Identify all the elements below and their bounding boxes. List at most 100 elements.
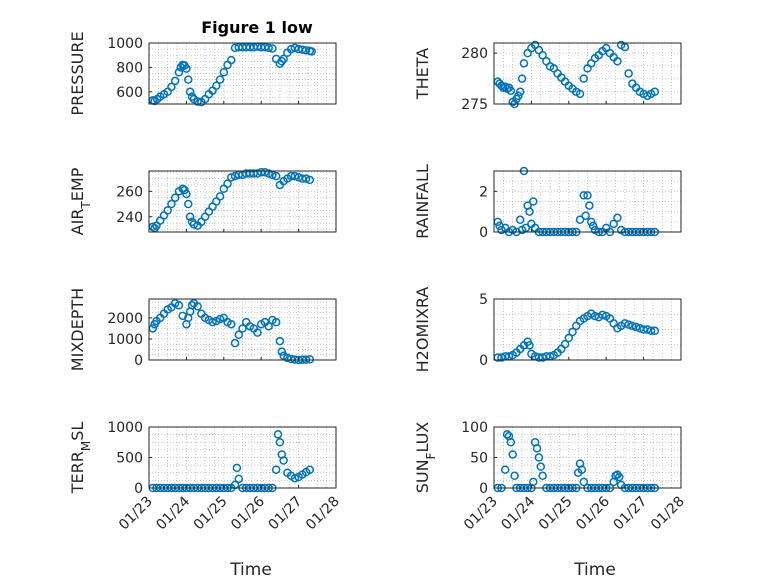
data-point (609, 219, 618, 229)
axes-box (148, 42, 337, 105)
data-point (268, 44, 277, 53)
data-point (167, 199, 176, 209)
data-point (305, 465, 315, 474)
y-tick-label: 0 (479, 481, 488, 497)
data-point (163, 206, 172, 215)
series-pressure (148, 42, 316, 107)
data-point (185, 87, 195, 97)
data-point (290, 171, 300, 181)
data-point (273, 430, 283, 439)
data-point (568, 327, 577, 337)
y-tick-label: 1000 (107, 36, 143, 52)
data-point (230, 338, 240, 348)
data-point (264, 322, 273, 331)
data-point (193, 302, 202, 311)
data-point (581, 211, 590, 220)
data-point (624, 320, 633, 329)
data-point (227, 55, 236, 65)
data-point (508, 450, 517, 459)
axes-box (148, 298, 337, 361)
y-tick-label: 240 (116, 210, 143, 226)
panel-rainfall: 0 2 RAINFALL (413, 164, 682, 241)
ylabel: THETA (413, 48, 432, 100)
y-tick-label: 1000 (107, 420, 143, 436)
y-tick-label: 500 (116, 451, 143, 467)
y-tick-label: 2 (479, 184, 488, 200)
series-air_temp (148, 168, 315, 233)
data-point (585, 201, 594, 210)
y-tick-label: 2000 (107, 311, 143, 327)
data-point (193, 97, 202, 106)
y-tick-label: 0 (479, 353, 488, 369)
data-point (307, 47, 316, 56)
data-point (536, 462, 545, 471)
data-point (586, 217, 596, 227)
ylabel: AIRTEMP (68, 167, 93, 235)
panel-theta: 275 280 THETA (413, 40, 682, 113)
data-point (279, 54, 288, 64)
data-point (253, 328, 262, 337)
xlabel-left: Time (229, 560, 272, 580)
data-point (167, 82, 176, 92)
data-point (620, 42, 630, 52)
data-point (189, 220, 199, 229)
ylabel: SUNFLUX (413, 422, 438, 494)
data-point (305, 175, 315, 185)
data-point (290, 43, 300, 53)
data-point (615, 472, 624, 482)
data-point (564, 333, 574, 343)
data-point (515, 87, 525, 97)
axes-box (493, 170, 682, 233)
data-point (521, 223, 531, 233)
data-point (212, 81, 221, 90)
data-point (215, 75, 225, 84)
data-point (232, 463, 242, 473)
data-point (529, 477, 538, 487)
data-point (613, 57, 622, 66)
ylabel: MIXDEPTH (68, 288, 87, 371)
y-tick-label: 275 (461, 97, 488, 113)
data-point (227, 319, 236, 329)
panel-h2omixra: 0 5 H2OMIXRA (413, 287, 682, 372)
data-point (275, 336, 285, 346)
y-tick-label: 100 (461, 420, 488, 436)
data-point (170, 193, 180, 202)
y-tick-label: 260 (116, 184, 143, 200)
grid (493, 298, 682, 361)
y-tick-label: 5 (479, 292, 488, 308)
data-point (506, 438, 516, 447)
data-point (264, 43, 273, 53)
data-point (234, 474, 244, 484)
data-point (620, 319, 630, 328)
data-point (275, 438, 285, 447)
data-point (279, 456, 288, 465)
data-point (579, 74, 589, 83)
y-tick-label: 600 (116, 85, 143, 101)
data-point (264, 169, 273, 178)
panel-pressure: 600 800 1000 PRESSURE (68, 31, 337, 116)
data-point (184, 199, 193, 209)
xlabel-right: Time (573, 560, 616, 580)
data-point (238, 324, 247, 333)
y-tick-label: 800 (116, 60, 143, 76)
data-point (184, 75, 193, 84)
data-point (500, 465, 510, 474)
data-point (529, 197, 538, 206)
data-point (538, 50, 547, 60)
data-point (174, 301, 184, 310)
data-point (506, 86, 516, 96)
panel-mixdepth: 0 1000 2000 MIXDEPTH (68, 288, 337, 371)
data-point (187, 301, 197, 310)
series-theta (493, 40, 660, 109)
data-point (500, 82, 510, 91)
axes-box (493, 298, 682, 361)
data-point (260, 168, 270, 177)
data-point (631, 322, 641, 332)
y-tick-label: 1000 (107, 332, 143, 348)
ylabel: RAINFALL (413, 164, 432, 239)
data-point (579, 477, 589, 487)
data-point (650, 326, 660, 335)
data-point (182, 64, 191, 73)
data-point (519, 59, 529, 68)
data-point (624, 69, 633, 78)
